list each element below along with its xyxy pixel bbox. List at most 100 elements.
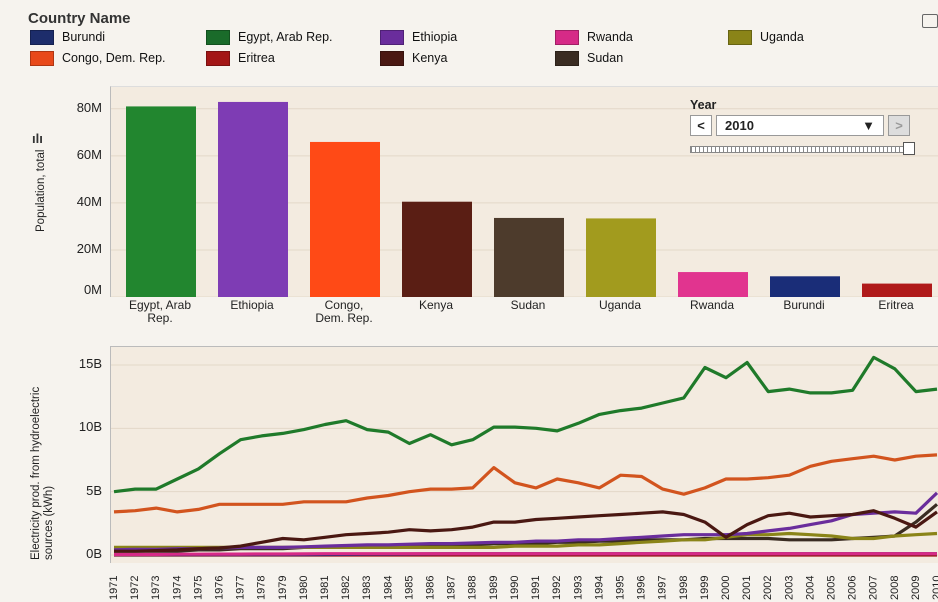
legend-item-8[interactable]: Sudan <box>555 50 623 66</box>
series-line[interactable] <box>113 491 938 552</box>
legend-label: Congo, Dem. Rep. <box>62 51 166 65</box>
bar[interactable] <box>310 141 380 297</box>
series-line[interactable] <box>114 552 937 556</box>
line-x-tick-label: 1998 <box>678 576 690 600</box>
bar-y-axis-title: Population, total <box>35 149 47 232</box>
line-x-tick-label: 2005 <box>825 576 837 600</box>
line-chart-svg <box>111 355 938 557</box>
line-x-tick-label: 1984 <box>382 576 394 600</box>
line-x-tick-label: 1977 <box>235 576 247 600</box>
series-line[interactable] <box>114 509 938 553</box>
bar-x-label: Congo, Dem. Rep. <box>315 298 373 325</box>
year-slider-track <box>690 146 909 153</box>
year-prev-button[interactable]: < <box>690 115 712 136</box>
legend-item-2[interactable]: Ethiopia <box>380 29 457 45</box>
bar-x-label: Sudan <box>510 298 546 312</box>
year-next-button[interactable]: > <box>888 115 910 136</box>
legend-item-5[interactable]: Congo, Dem. Rep. <box>30 50 166 66</box>
line-x-tick-label: 2003 <box>783 576 795 600</box>
legend-swatch <box>30 50 54 66</box>
line-x-tick-label: 1995 <box>614 576 626 600</box>
bar-x-label: Ethiopia <box>230 298 274 312</box>
legend-label: Sudan <box>587 51 624 65</box>
line-x-tick-label: 1980 <box>298 576 310 600</box>
legend-swatch <box>380 50 404 66</box>
line-x-tick-label: 2001 <box>741 576 753 600</box>
bar-x-label: Kenya <box>418 298 454 312</box>
line-x-tick-label: 2006 <box>847 576 859 600</box>
line-x-tick-label: 1987 <box>446 576 458 600</box>
year-select-value: 2010 <box>725 118 754 133</box>
bar-y-tick-label: 0M <box>83 282 102 297</box>
legend-item-1[interactable]: Egypt, Arab Rep. <box>206 29 333 45</box>
bar[interactable] <box>678 272 748 297</box>
line-x-tick-label: 1997 <box>657 576 669 600</box>
bar[interactable] <box>862 283 932 297</box>
year-select[interactable]: 2010 ▼ <box>716 115 884 136</box>
line-x-labels: 1971 1972 1973 1974 1975 1976 1977 1978 1979 1980… <box>108 576 938 600</box>
line-x-tick-label: 1986 <box>425 576 437 600</box>
line-x-tick-label: 2009 <box>910 576 922 600</box>
legend-item-4[interactable]: Uganda <box>728 29 804 45</box>
legend-swatch <box>206 50 230 66</box>
bar-x-label: Rwanda <box>689 298 735 312</box>
line-chart-panel <box>110 346 938 563</box>
bar[interactable] <box>218 101 288 297</box>
line-x-tick-label: 1981 <box>319 576 331 600</box>
line-x-tick-label: 1996 <box>636 576 648 600</box>
line-x-tick-label: 1973 <box>150 576 162 600</box>
legend-label: Kenya <box>412 51 448 65</box>
line-y-tick-label: 5B <box>86 482 102 498</box>
bar[interactable] <box>770 276 840 297</box>
line-x-tick-label: 2000 <box>720 576 732 600</box>
bar[interactable] <box>586 218 656 297</box>
line-x-tick-label: 2008 <box>889 576 901 600</box>
bar-y-tick-label: 20M <box>76 240 102 256</box>
legend-swatch <box>380 29 404 45</box>
line-x-tick-label: 1991 <box>530 576 542 600</box>
line-y-axis-title: Electricity prod. from hydroelectric sou… <box>30 386 55 560</box>
bar-x-label: Eritrea <box>878 298 914 312</box>
legend-item-3[interactable]: Rwanda <box>555 29 633 45</box>
edit-icon[interactable] <box>922 14 938 28</box>
line-x-tick-label: 1979 <box>277 576 289 600</box>
legend-swatch <box>206 29 230 45</box>
line-x-tick-label: 1992 <box>551 576 563 600</box>
line-y-tick-label: 10B <box>78 419 102 435</box>
legend-item-6[interactable]: Eritrea <box>206 50 275 66</box>
line-x-tick-label: 2004 <box>804 576 816 600</box>
legend-label: Rwanda <box>587 30 633 44</box>
line-x-tick-label: 1982 <box>340 576 352 600</box>
year-slider-thumb[interactable] <box>903 142 915 155</box>
bar[interactable] <box>402 201 472 297</box>
bar-x-label: Burundi <box>783 298 825 312</box>
line-x-tick-label: 1994 <box>593 576 605 600</box>
legend-item-7[interactable]: Kenya <box>380 50 447 66</box>
bar-chart-icon[interactable]: ılı <box>32 131 43 146</box>
line-x-tick-label: 2007 <box>868 576 880 600</box>
bar-chart-svg <box>111 101 938 298</box>
bar-y-tick-label: 40M <box>76 193 102 209</box>
line-x-tick-label: 1988 <box>467 576 479 600</box>
line-x-tick-label: 1972 <box>129 576 141 600</box>
series-line[interactable] <box>113 453 938 514</box>
legend-label: Eritrea <box>238 51 275 65</box>
bar-y-tick-label: 80M <box>76 99 102 115</box>
line-x-tick-label: 1974 <box>171 576 183 600</box>
bar[interactable] <box>494 217 564 297</box>
year-slider[interactable] <box>690 142 915 155</box>
line-x-tick-label: 1978 <box>256 576 268 600</box>
bar[interactable] <box>126 106 196 297</box>
chevron-down-icon: ▼ <box>862 118 875 133</box>
line-x-tick-label: 1993 <box>572 576 584 600</box>
legend-swatch <box>30 29 54 45</box>
line-x-tick-label: 1985 <box>403 576 415 600</box>
legend-swatch <box>555 29 579 45</box>
line-x-tick-label: 2010 <box>931 576 938 600</box>
legend-swatch <box>728 29 752 45</box>
legend-swatch <box>555 50 579 66</box>
series-line[interactable] <box>113 355 938 494</box>
line-x-tick-label: 2002 <box>762 576 774 600</box>
series-line[interactable] <box>114 503 938 553</box>
legend-item-0[interactable]: Burundi <box>30 29 105 45</box>
